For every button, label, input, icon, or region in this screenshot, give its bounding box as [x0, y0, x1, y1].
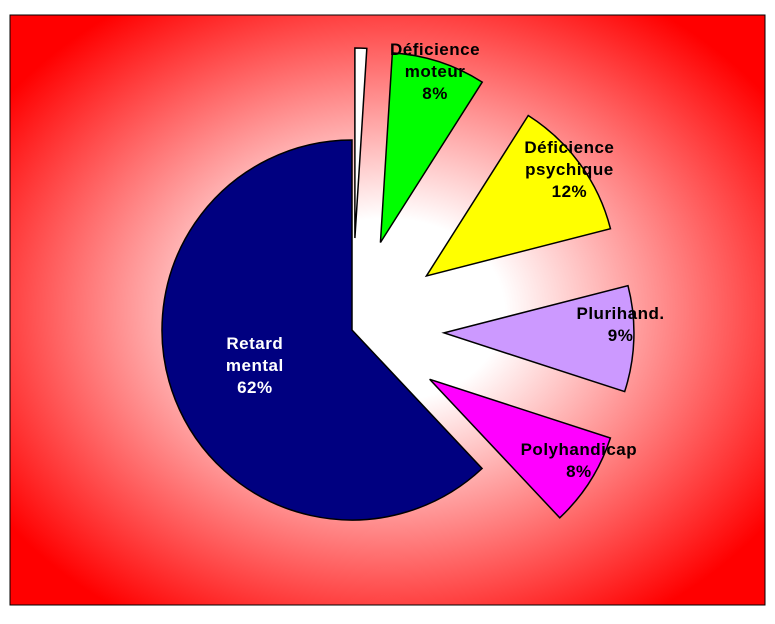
pie-slice	[429, 378, 612, 519]
category-label: Déficience moteur	[390, 40, 481, 82]
label-box: Plurihand. 9%	[551, 303, 691, 347]
label-box: Retard mental 62%	[185, 333, 325, 399]
value-label: 12%	[551, 182, 588, 202]
pie-slice	[424, 114, 612, 278]
category-label: Retard mental	[225, 334, 284, 376]
pie-slice	[379, 52, 484, 243]
category-label: Polyhandicap	[520, 439, 638, 459]
value-label: 8%	[422, 84, 448, 104]
label-box: Polyhandicap 8%	[509, 439, 649, 483]
category-label: Plurihand.	[576, 304, 665, 324]
category-label: Déficience psychique	[524, 138, 615, 180]
value-label: 8%	[566, 461, 592, 481]
value-label: 9%	[607, 326, 634, 346]
value-label: 62%	[237, 378, 273, 398]
pie-slice	[161, 139, 484, 521]
pie-slice	[441, 284, 635, 393]
label-box: Déficience psychique 12%	[499, 137, 639, 203]
label-box: Déficience moteur 8%	[365, 39, 505, 105]
pie-slice	[354, 47, 368, 239]
data-label: Plurihand.9%	[551, 303, 691, 347]
